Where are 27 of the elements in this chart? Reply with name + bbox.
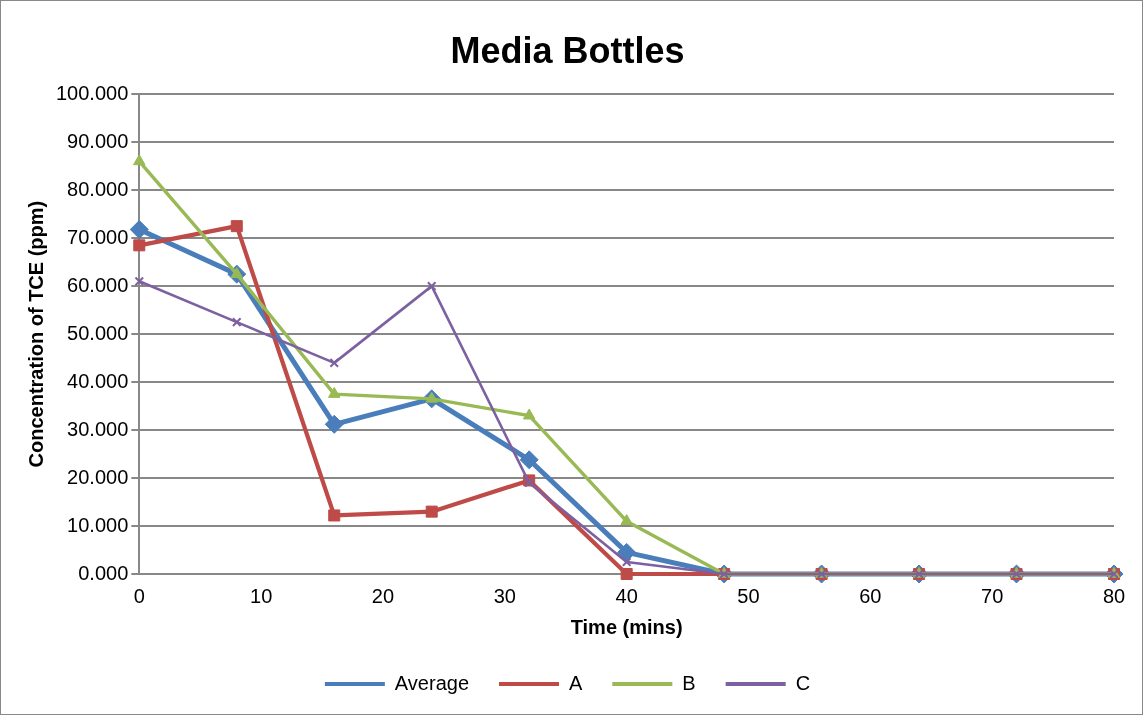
x-tick-label: 40 — [615, 584, 638, 607]
x-tick-label: 80 — [1102, 584, 1126, 607]
y-tick-label: 90.000 — [67, 129, 129, 152]
y-tick-label: 0.000 — [78, 561, 129, 584]
legend-label: B — [682, 671, 696, 694]
legend-label: A — [569, 671, 583, 694]
y-tick-label: 50.000 — [67, 321, 129, 344]
x-axis-title: Time (mins) — [570, 615, 683, 638]
x-tick-label: 30 — [493, 584, 516, 607]
chart-title: Media Bottles — [450, 29, 685, 71]
x-tick-label: 10 — [250, 584, 273, 607]
y-tick-label: 20.000 — [67, 465, 129, 488]
x-tick-label: 50 — [737, 584, 760, 607]
x-tick-label: 60 — [859, 584, 882, 607]
y-tick-label: 70.000 — [67, 225, 129, 248]
y-tick-label: 80.000 — [67, 177, 129, 200]
y-tick-label: 60.000 — [67, 273, 129, 296]
legend-label: Average — [394, 671, 470, 694]
y-tick-label: 100.000 — [56, 81, 129, 104]
legend-label: C — [795, 671, 811, 694]
x-tick-label: 20 — [371, 584, 395, 607]
x-tick-label: 70 — [981, 584, 1004, 607]
y-tick-label: 10.000 — [67, 513, 129, 536]
y-tick-label: 40.000 — [67, 369, 129, 392]
y-tick-label: 30.000 — [67, 417, 129, 440]
y-axis-title: Concentration of TCE (ppm) — [24, 200, 47, 468]
x-tick-label: 0 — [133, 584, 145, 607]
